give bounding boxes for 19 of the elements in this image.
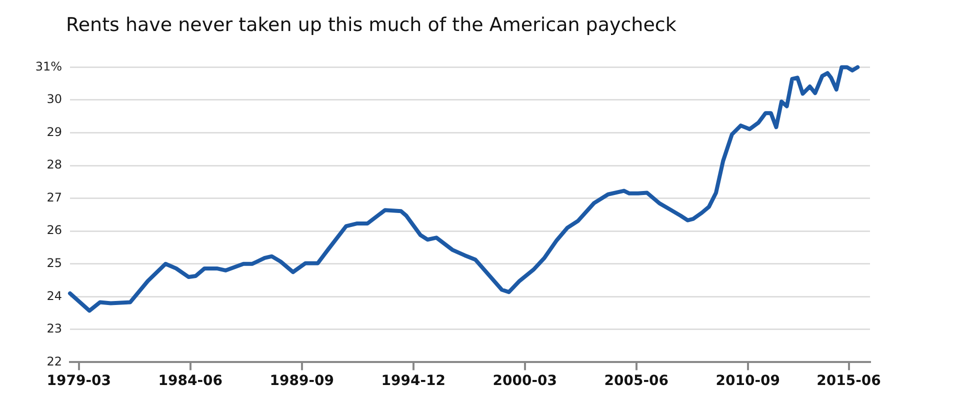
x-tick-label: 2010-09: [716, 373, 780, 390]
x-tick-label: 2015-06: [816, 373, 881, 390]
y-tick-label: 29: [46, 124, 62, 139]
y-tick-label: 30: [46, 92, 62, 106]
chart-title: Rents have never taken up this much of the American paycheck: [65, 13, 678, 38]
y-tick-label: 22: [46, 354, 62, 368]
y-tick-label: 27: [46, 190, 62, 204]
x-tick-label: 1989-09: [270, 373, 334, 390]
x-tick-label: 2005-06: [604, 373, 669, 390]
y-tick-label: 23: [46, 322, 62, 336]
y-tick-label: 26: [46, 223, 62, 238]
y-tick-label: 28: [46, 158, 62, 172]
y-tick-label: 24: [46, 288, 62, 303]
x-tick-label: 1994-12: [381, 373, 446, 390]
y-tick-label: 31%: [35, 59, 62, 74]
x-tick-label: 1984-06: [158, 373, 222, 390]
y-tick-label: 25: [46, 256, 62, 270]
x-tick-label: 2000-03: [492, 373, 557, 390]
x-tick-label: 1979-03: [46, 373, 111, 390]
